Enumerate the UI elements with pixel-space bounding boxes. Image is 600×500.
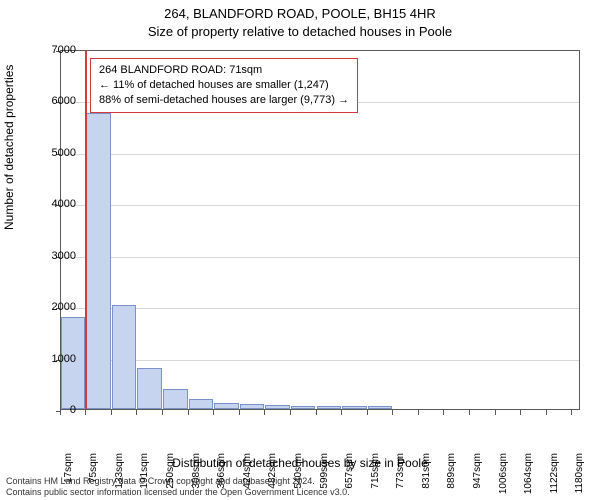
- xtick-label: 424sqm: [242, 453, 253, 489]
- histogram-bar: [240, 404, 264, 409]
- xtick-mark: [188, 410, 189, 415]
- histogram-bar: [163, 389, 187, 409]
- xtick-mark: [162, 410, 163, 415]
- ytick-label: 5000: [36, 147, 76, 159]
- ytick-label: 0: [36, 404, 76, 416]
- gridline: [61, 257, 579, 258]
- histogram-bar: [137, 368, 161, 409]
- xtick-label: 250sqm: [165, 453, 176, 489]
- xtick-mark: [546, 410, 547, 415]
- y-axis-label: Number of detached properties: [2, 65, 16, 230]
- xtick-label: 889sqm: [446, 453, 457, 489]
- xtick-mark: [136, 410, 137, 415]
- xtick-label: 657sqm: [344, 453, 355, 489]
- xtick-mark: [443, 410, 444, 415]
- xtick-mark: [213, 410, 214, 415]
- xtick-label: 599sqm: [319, 453, 330, 489]
- xtick-label: 308sqm: [191, 453, 202, 489]
- histogram-bar: [86, 113, 110, 409]
- chart-subtitle: Size of property relative to detached ho…: [0, 24, 600, 39]
- histogram-bar: [214, 403, 238, 409]
- xtick-label: 133sqm: [114, 453, 125, 489]
- ytick-label: 1000: [36, 353, 76, 365]
- property-marker-line: [85, 51, 87, 409]
- annotation-line-2: ← 11% of detached houses are smaller (1,…: [99, 78, 349, 93]
- xtick-mark: [60, 410, 61, 415]
- xtick-label: 482sqm: [267, 453, 278, 489]
- figure-container: 264, BLANDFORD ROAD, POOLE, BH15 4HR Siz…: [0, 0, 600, 500]
- xtick-mark: [392, 410, 393, 415]
- xtick-label: 540sqm: [293, 453, 304, 489]
- xtick-mark: [239, 410, 240, 415]
- histogram-bar: [112, 305, 136, 409]
- xtick-label: 947sqm: [472, 453, 483, 489]
- xtick-label: 17sqm: [63, 453, 74, 483]
- annotation-box: 264 BLANDFORD ROAD: 71sqm ← 11% of detac…: [90, 58, 358, 113]
- ytick-label: 7000: [36, 44, 76, 56]
- xtick-label: 75sqm: [88, 453, 99, 483]
- histogram-bar: [265, 405, 289, 409]
- xtick-mark: [495, 410, 496, 415]
- xtick-mark: [571, 410, 572, 415]
- ytick-label: 2000: [36, 301, 76, 313]
- xtick-mark: [341, 410, 342, 415]
- footer-line-2: Contains public sector information licen…: [6, 487, 350, 498]
- xtick-mark: [367, 410, 368, 415]
- histogram-bar: [291, 406, 315, 409]
- xtick-mark: [316, 410, 317, 415]
- ytick-label: 4000: [36, 198, 76, 210]
- histogram-bar: [368, 406, 392, 409]
- xtick-label: 1122sqm: [549, 453, 560, 493]
- xtick-mark: [85, 410, 86, 415]
- annotation-line-1: 264 BLANDFORD ROAD: 71sqm: [99, 63, 349, 78]
- xtick-mark: [520, 410, 521, 415]
- histogram-bar: [317, 406, 341, 409]
- annotation-line-3: 88% of semi-detached houses are larger (…: [99, 93, 349, 108]
- xtick-label: 1064sqm: [523, 453, 534, 494]
- gridline: [61, 360, 579, 361]
- histogram-bar: [189, 399, 213, 409]
- ytick-label: 3000: [36, 250, 76, 262]
- xtick-mark: [111, 410, 112, 415]
- xtick-mark: [469, 410, 470, 415]
- gridline: [61, 308, 579, 309]
- chart-title-address: 264, BLANDFORD ROAD, POOLE, BH15 4HR: [0, 6, 600, 21]
- histogram-bar: [342, 406, 366, 409]
- xtick-mark: [418, 410, 419, 415]
- gridline: [61, 205, 579, 206]
- xtick-label: 831sqm: [421, 453, 432, 489]
- ytick-label: 6000: [36, 95, 76, 107]
- xtick-mark: [290, 410, 291, 415]
- xtick-label: 773sqm: [395, 453, 406, 489]
- xtick-mark: [264, 410, 265, 415]
- gridline: [61, 154, 579, 155]
- xtick-label: 1006sqm: [498, 453, 509, 494]
- xtick-label: 1180sqm: [574, 453, 585, 493]
- xtick-label: 715sqm: [370, 453, 381, 489]
- xtick-label: 366sqm: [216, 453, 227, 489]
- xtick-label: 191sqm: [139, 453, 150, 489]
